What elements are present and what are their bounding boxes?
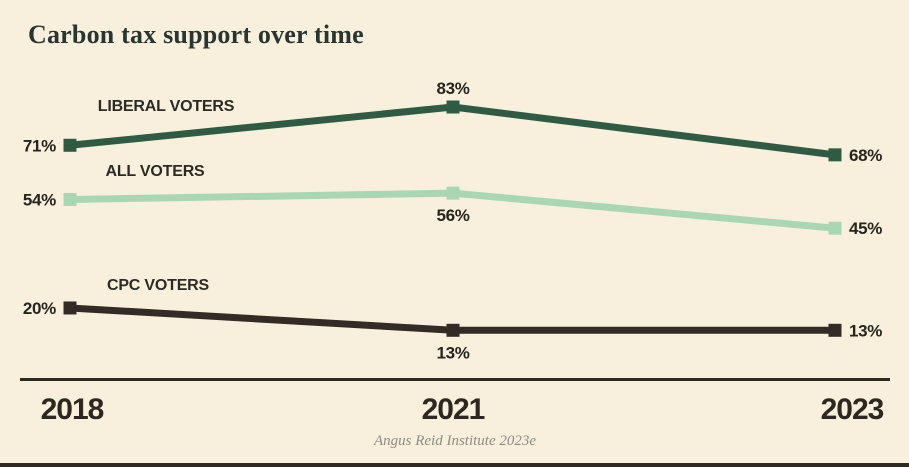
line-chart-plot-area: 71% 83% 68% LIBERAL VOTERS 54% 56% 45% ALL VOTE…	[23, 79, 883, 362]
value-label-cpc-voters-2021: 13%	[436, 343, 469, 362]
x-tick-2023: 2023	[820, 393, 885, 426]
value-label-liberal-voters-2018: 71%	[23, 136, 56, 155]
value-label-cpc-voters-2018: 20%	[23, 299, 56, 318]
data-point-marker-cpc-voters-2023	[828, 323, 842, 337]
data-point-marker-all-voters-2021	[446, 186, 460, 200]
x-tick-2021: 2021	[421, 393, 486, 426]
source-attribution: Angus Reid Institute 2023e	[373, 433, 537, 449]
value-label-all-voters-2023: 45%	[849, 219, 882, 238]
data-point-marker-cpc-voters-2018	[63, 301, 77, 315]
data-point-marker-liberal-voters-2018	[63, 138, 77, 152]
value-label-liberal-voters-2023: 68%	[849, 146, 882, 165]
series-label-cpc-voters: CPC VOTERS	[107, 277, 210, 294]
x-tick-2018: 2018	[40, 393, 105, 426]
data-point-marker-all-voters-2018	[63, 193, 77, 207]
series-label-liberal-voters: LIBERAL VOTERS	[98, 98, 235, 115]
bottom-border-bar	[0, 463, 909, 467]
value-label-all-voters-2021: 56%	[436, 206, 469, 225]
value-label-cpc-voters-2023: 13%	[849, 321, 882, 340]
data-point-marker-cpc-voters-2021	[446, 323, 460, 337]
data-point-marker-liberal-voters-2023	[828, 148, 842, 162]
data-point-marker-liberal-voters-2021	[446, 100, 460, 114]
data-point-marker-all-voters-2023	[828, 221, 842, 235]
series-label-all-voters: ALL VOTERS	[105, 163, 205, 180]
chart-title: Carbon tax support over time	[28, 20, 364, 49]
x-axis-line	[20, 378, 890, 381]
value-label-all-voters-2018: 54%	[23, 191, 56, 210]
value-label-liberal-voters-2021: 83%	[436, 79, 469, 98]
